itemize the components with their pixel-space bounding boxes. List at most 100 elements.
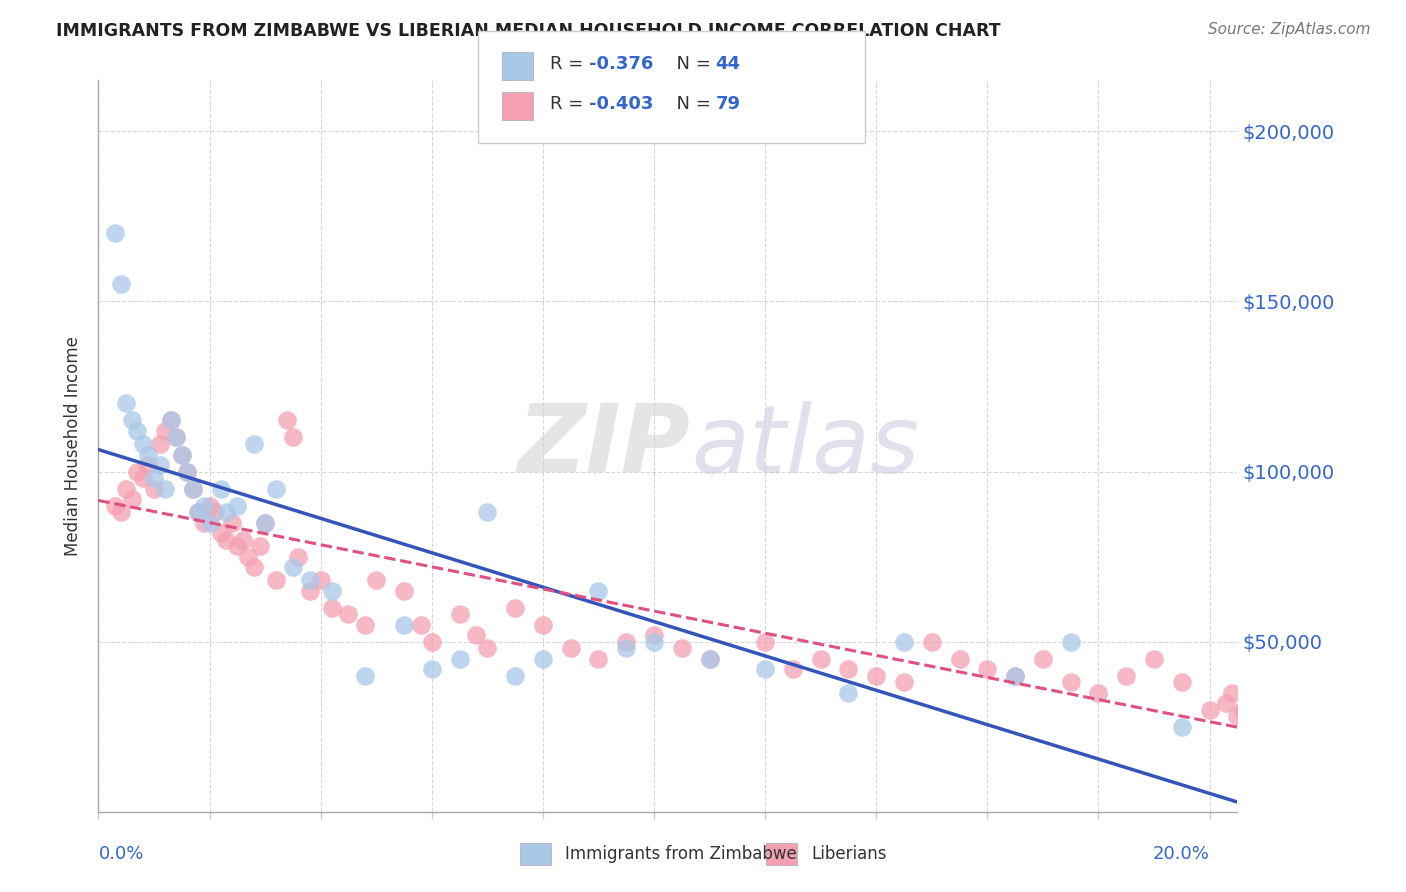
Point xyxy=(138,448,160,462)
Point xyxy=(321,600,343,615)
Point xyxy=(614,641,637,656)
Point xyxy=(1226,709,1249,723)
Point xyxy=(1170,720,1192,734)
Point xyxy=(354,617,377,632)
Point xyxy=(614,634,637,648)
Point xyxy=(148,437,170,451)
Text: R =: R = xyxy=(550,95,589,113)
Point xyxy=(1260,720,1282,734)
Point xyxy=(254,516,277,530)
Point xyxy=(153,424,176,438)
Point xyxy=(209,482,232,496)
Point xyxy=(321,583,343,598)
Point xyxy=(209,525,232,540)
Point xyxy=(837,662,859,676)
Point xyxy=(1004,668,1026,682)
Text: 79: 79 xyxy=(716,95,741,113)
Point xyxy=(176,465,198,479)
Text: R =: R = xyxy=(550,55,589,73)
Point xyxy=(215,505,238,519)
Point xyxy=(588,651,610,665)
Point xyxy=(243,437,266,451)
Point xyxy=(465,628,488,642)
Point xyxy=(276,413,298,427)
Point xyxy=(449,651,471,665)
Point xyxy=(1143,651,1166,665)
Point xyxy=(176,465,198,479)
Point xyxy=(477,505,499,519)
Point xyxy=(1004,668,1026,682)
Point xyxy=(181,482,204,496)
Point xyxy=(893,675,915,690)
Point xyxy=(782,662,804,676)
Point xyxy=(754,634,776,648)
Point xyxy=(420,634,443,648)
Point xyxy=(1170,675,1192,690)
Point xyxy=(1254,730,1277,744)
Point xyxy=(132,471,155,485)
Point xyxy=(643,634,665,648)
Point xyxy=(104,499,127,513)
Point xyxy=(449,607,471,622)
Point xyxy=(198,516,221,530)
Point xyxy=(249,540,271,554)
Point xyxy=(810,651,832,665)
Point xyxy=(127,465,149,479)
Point xyxy=(181,482,204,496)
Point xyxy=(232,533,254,547)
Text: 20.0%: 20.0% xyxy=(1153,845,1209,863)
Text: N =: N = xyxy=(665,55,717,73)
Point xyxy=(204,505,226,519)
Point xyxy=(264,482,287,496)
Point xyxy=(1087,686,1109,700)
Point xyxy=(165,430,187,444)
Point xyxy=(893,634,915,648)
Point xyxy=(148,458,170,472)
Point xyxy=(1232,703,1254,717)
Point xyxy=(1059,634,1081,648)
Point xyxy=(921,634,943,648)
Point xyxy=(531,651,554,665)
Point xyxy=(1059,675,1081,690)
Point xyxy=(238,549,260,564)
Text: IMMIGRANTS FROM ZIMBABWE VS LIBERIAN MEDIAN HOUSEHOLD INCOME CORRELATION CHART: IMMIGRANTS FROM ZIMBABWE VS LIBERIAN MED… xyxy=(56,22,1001,40)
Point xyxy=(948,651,970,665)
Point xyxy=(264,574,287,588)
Point xyxy=(392,617,415,632)
Point xyxy=(187,505,209,519)
Point xyxy=(477,641,499,656)
Point xyxy=(976,662,998,676)
Point xyxy=(392,583,415,598)
Point xyxy=(281,559,304,574)
Point xyxy=(420,662,443,676)
Text: ZIP: ZIP xyxy=(517,400,690,492)
Text: N =: N = xyxy=(665,95,717,113)
Text: 0.0%: 0.0% xyxy=(98,845,143,863)
Point xyxy=(754,662,776,676)
Point xyxy=(588,583,610,598)
Point xyxy=(127,424,149,438)
Point xyxy=(243,559,266,574)
Point xyxy=(110,277,132,292)
Point xyxy=(503,600,526,615)
Point xyxy=(193,516,215,530)
Point xyxy=(143,471,166,485)
Point xyxy=(1115,668,1137,682)
Text: -0.376: -0.376 xyxy=(589,55,654,73)
Point xyxy=(366,574,388,588)
Point xyxy=(187,505,209,519)
Point xyxy=(226,499,249,513)
Point xyxy=(531,617,554,632)
Point xyxy=(298,574,321,588)
Point xyxy=(138,458,160,472)
Point xyxy=(159,413,181,427)
Point xyxy=(110,505,132,519)
Point xyxy=(1215,696,1237,710)
Point xyxy=(159,413,181,427)
Point xyxy=(198,499,221,513)
Point xyxy=(865,668,887,682)
Y-axis label: Median Household Income: Median Household Income xyxy=(65,336,83,556)
Point xyxy=(699,651,721,665)
Point xyxy=(215,533,238,547)
Point xyxy=(837,686,859,700)
